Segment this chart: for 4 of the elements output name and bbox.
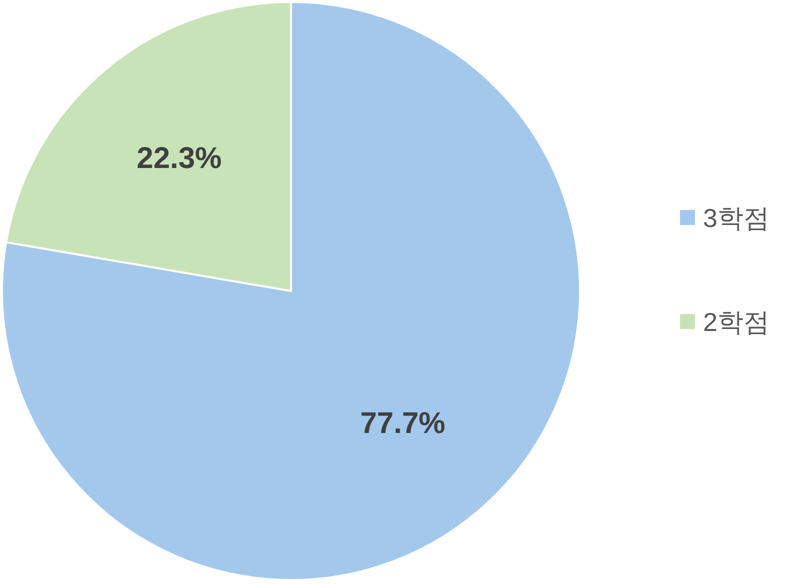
data-label: 22.3%: [136, 142, 222, 175]
data-label: 77.7%: [360, 407, 446, 440]
legend-label: 2학점: [703, 307, 770, 337]
legend-label: 3학점: [703, 203, 770, 233]
